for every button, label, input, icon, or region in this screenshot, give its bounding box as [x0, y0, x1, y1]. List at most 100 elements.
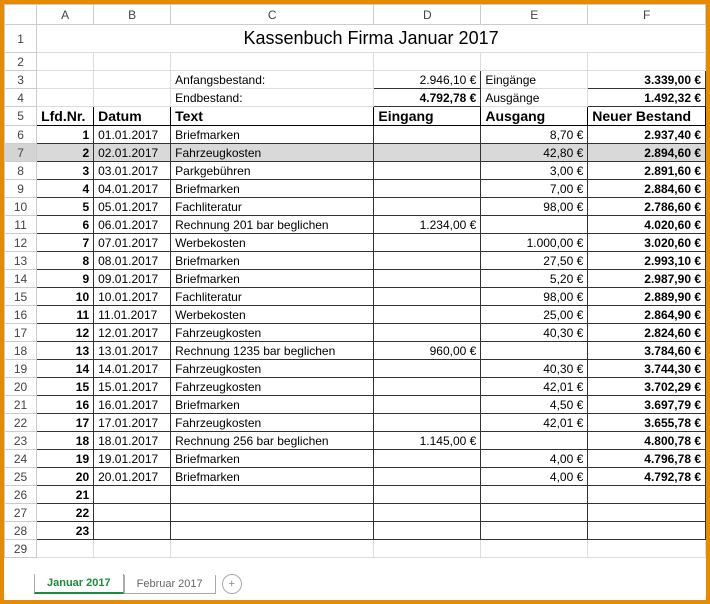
cell-text[interactable]: Briefmarken [171, 126, 374, 144]
cell-lfdnr[interactable]: 16 [37, 396, 94, 414]
cell-datum[interactable] [94, 504, 171, 522]
hdr-eingang[interactable]: Eingang [374, 107, 481, 126]
cell[interactable] [481, 540, 588, 558]
cell-eingang[interactable] [374, 324, 481, 342]
cell-bestand[interactable]: 4.020,60 € [588, 216, 706, 234]
row-header-8[interactable]: 8 [5, 162, 37, 180]
cell-text[interactable]: Fahrzeugkosten [171, 360, 374, 378]
cell-ausgang[interactable] [481, 522, 588, 540]
cell-eingang[interactable] [374, 306, 481, 324]
row-header-27[interactable]: 27 [5, 504, 37, 522]
cell-eingang[interactable] [374, 360, 481, 378]
cell-ausgang[interactable]: 4,00 € [481, 450, 588, 468]
cell-bestand[interactable]: 4.792,78 € [588, 468, 706, 486]
cell-bestand[interactable]: 3.655,78 € [588, 414, 706, 432]
cell-bestand[interactable]: 2.937,40 € [588, 126, 706, 144]
row-header-12[interactable]: 12 [5, 234, 37, 252]
cell-ausgang[interactable]: 42,80 € [481, 144, 588, 162]
eingaenge-label[interactable]: Eingänge [481, 71, 588, 89]
cell-bestand[interactable]: 2.889,90 € [588, 288, 706, 306]
cell-lfdnr[interactable]: 11 [37, 306, 94, 324]
cell-text[interactable]: Fahrzeugkosten [171, 144, 374, 162]
row-header-1[interactable]: 1 [5, 25, 37, 53]
cell-eingang[interactable] [374, 144, 481, 162]
cell-lfdnr[interactable]: 14 [37, 360, 94, 378]
cell-bestand[interactable]: 3.702,29 € [588, 378, 706, 396]
row-header-21[interactable]: 21 [5, 396, 37, 414]
row-header-29[interactable]: 29 [5, 540, 37, 558]
cell-ausgang[interactable]: 42,01 € [481, 414, 588, 432]
row-header-4[interactable]: 4 [5, 89, 37, 107]
cell[interactable] [37, 53, 94, 71]
cell-lfdnr[interactable]: 2 [37, 144, 94, 162]
cell[interactable] [171, 53, 374, 71]
ausgaenge-value[interactable]: 1.492,32 € [588, 89, 706, 107]
cell-bestand[interactable]: 3.020,60 € [588, 234, 706, 252]
cell-bestand[interactable]: 4.800,78 € [588, 432, 706, 450]
cell-ausgang[interactable]: 3,00 € [481, 162, 588, 180]
cell-datum[interactable]: 05.01.2017 [94, 198, 171, 216]
cell-datum[interactable]: 14.01.2017 [94, 360, 171, 378]
cell-bestand[interactable]: 2.891,60 € [588, 162, 706, 180]
cell-eingang[interactable] [374, 180, 481, 198]
cell-datum[interactable]: 02.01.2017 [94, 144, 171, 162]
row-header-6[interactable]: 6 [5, 126, 37, 144]
select-all-corner[interactable] [5, 5, 37, 25]
cell-text[interactable]: Fachliteratur [171, 288, 374, 306]
cell-ausgang[interactable]: 1.000,00 € [481, 234, 588, 252]
hdr-ausgang[interactable]: Ausgang [481, 107, 588, 126]
cell-datum[interactable]: 13.01.2017 [94, 342, 171, 360]
title-cell[interactable]: Kassenbuch Firma Januar 2017 [37, 25, 706, 53]
cell-text[interactable]: Rechnung 1235 bar beglichen [171, 342, 374, 360]
cell-text[interactable] [171, 522, 374, 540]
tab-januar[interactable]: Januar 2017 [34, 574, 124, 594]
cell-eingang[interactable]: 960,00 € [374, 342, 481, 360]
cell-datum[interactable]: 08.01.2017 [94, 252, 171, 270]
cell[interactable] [171, 540, 374, 558]
col-header-D[interactable]: D [374, 5, 481, 25]
cell-text[interactable]: Fahrzeugkosten [171, 378, 374, 396]
cell-ausgang[interactable]: 4,00 € [481, 468, 588, 486]
cell-lfdnr[interactable]: 18 [37, 432, 94, 450]
row-header-11[interactable]: 11 [5, 216, 37, 234]
endbestand-value[interactable]: 4.792,78 € [374, 89, 481, 107]
cell-lfdnr[interactable]: 7 [37, 234, 94, 252]
cell-ausgang[interactable] [481, 216, 588, 234]
cell-lfdnr[interactable]: 3 [37, 162, 94, 180]
cell-datum[interactable]: 10.01.2017 [94, 288, 171, 306]
cell-eingang[interactable] [374, 198, 481, 216]
cell-eingang[interactable] [374, 396, 481, 414]
row-header-13[interactable]: 13 [5, 252, 37, 270]
cell[interactable] [481, 53, 588, 71]
row-header-22[interactable]: 22 [5, 414, 37, 432]
row-header-3[interactable]: 3 [5, 71, 37, 89]
spreadsheet-grid[interactable]: A B C D E F 1Kassenbuch Firma Januar 201… [4, 4, 706, 558]
cell-bestand[interactable]: 2.824,60 € [588, 324, 706, 342]
cell-datum[interactable]: 17.01.2017 [94, 414, 171, 432]
cell-lfdnr[interactable]: 5 [37, 198, 94, 216]
cell-bestand[interactable] [588, 522, 706, 540]
row-header-9[interactable]: 9 [5, 180, 37, 198]
row-header-7[interactable]: 7 [5, 144, 37, 162]
cell-lfdnr[interactable]: 19 [37, 450, 94, 468]
cell-text[interactable]: Fahrzeugkosten [171, 324, 374, 342]
cell-text[interactable] [171, 486, 374, 504]
hdr-bestand[interactable]: Neuer Bestand [588, 107, 706, 126]
row-header-25[interactable]: 25 [5, 468, 37, 486]
cell-datum[interactable]: 18.01.2017 [94, 432, 171, 450]
row-header-28[interactable]: 28 [5, 522, 37, 540]
cell[interactable] [374, 53, 481, 71]
cell-ausgang[interactable] [481, 342, 588, 360]
ausgaenge-label[interactable]: Ausgänge [481, 89, 588, 107]
cell[interactable] [94, 540, 171, 558]
row-header-23[interactable]: 23 [5, 432, 37, 450]
cell-lfdnr[interactable]: 10 [37, 288, 94, 306]
cell[interactable] [588, 540, 706, 558]
cell-datum[interactable] [94, 486, 171, 504]
cell-bestand[interactable]: 3.784,60 € [588, 342, 706, 360]
cell-bestand[interactable]: 2.894,60 € [588, 144, 706, 162]
cell[interactable] [374, 540, 481, 558]
row-header-14[interactable]: 14 [5, 270, 37, 288]
row-header-19[interactable]: 19 [5, 360, 37, 378]
cell-ausgang[interactable] [481, 432, 588, 450]
